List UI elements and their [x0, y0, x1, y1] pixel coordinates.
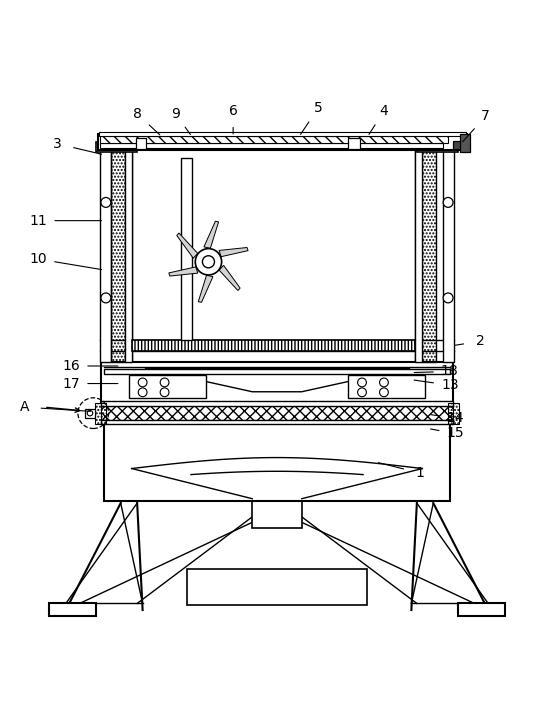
Polygon shape — [219, 265, 240, 291]
Bar — [111, 149, 125, 362]
Bar — [100, 149, 111, 362]
Bar — [348, 376, 425, 398]
Bar — [417, 142, 458, 152]
Text: 17: 17 — [63, 376, 80, 391]
Circle shape — [138, 388, 147, 397]
Text: A: A — [20, 400, 29, 414]
Bar — [136, 138, 146, 149]
Polygon shape — [177, 233, 198, 258]
Text: 7: 7 — [481, 110, 490, 123]
Bar — [101, 406, 453, 420]
Text: 9: 9 — [171, 107, 180, 120]
Text: 6: 6 — [229, 104, 238, 118]
Circle shape — [443, 198, 453, 208]
Text: 18: 18 — [441, 365, 459, 379]
Bar — [132, 340, 415, 351]
Text: 11: 11 — [29, 213, 47, 228]
Bar — [460, 134, 469, 151]
Text: 5: 5 — [314, 101, 322, 115]
Circle shape — [358, 378, 366, 387]
Circle shape — [195, 249, 222, 275]
Bar — [181, 158, 192, 340]
Circle shape — [202, 256, 214, 267]
Bar — [101, 420, 453, 423]
Text: 10: 10 — [29, 252, 47, 266]
Bar — [432, 421, 450, 501]
Circle shape — [358, 388, 366, 397]
Bar — [101, 362, 118, 403]
Circle shape — [443, 293, 453, 303]
Text: 4: 4 — [379, 104, 388, 118]
Polygon shape — [169, 267, 198, 276]
Bar — [96, 142, 137, 152]
Text: 3: 3 — [53, 137, 62, 151]
Bar — [104, 421, 450, 501]
Bar — [458, 603, 505, 616]
Text: 16: 16 — [63, 359, 80, 373]
Text: 2: 2 — [475, 335, 484, 348]
Bar — [104, 487, 450, 501]
Bar — [100, 143, 443, 148]
Bar — [448, 403, 459, 423]
Bar — [453, 141, 465, 149]
Bar — [129, 376, 206, 398]
Bar — [422, 149, 436, 362]
Bar — [100, 136, 448, 143]
Circle shape — [379, 378, 388, 387]
Bar — [101, 401, 453, 406]
Bar — [252, 501, 302, 528]
Bar — [348, 138, 360, 149]
Circle shape — [87, 410, 93, 416]
Bar — [99, 133, 466, 136]
Circle shape — [379, 388, 388, 397]
Bar — [49, 603, 96, 616]
Text: 13: 13 — [441, 379, 459, 392]
Text: 8: 8 — [133, 107, 142, 120]
Circle shape — [138, 378, 147, 387]
Bar — [187, 569, 367, 604]
Polygon shape — [219, 247, 248, 257]
Text: 1: 1 — [415, 466, 424, 480]
Text: 14: 14 — [447, 411, 464, 425]
Circle shape — [101, 198, 111, 208]
Bar — [95, 403, 106, 423]
Circle shape — [160, 378, 169, 387]
Bar — [415, 149, 422, 362]
Bar — [85, 409, 95, 417]
Bar — [125, 149, 132, 362]
Polygon shape — [204, 221, 219, 248]
Circle shape — [101, 293, 111, 303]
Polygon shape — [198, 275, 213, 302]
Bar — [104, 369, 450, 373]
Bar — [436, 362, 453, 403]
Circle shape — [160, 388, 169, 397]
Bar — [443, 149, 454, 362]
Text: 15: 15 — [447, 426, 464, 441]
Bar — [101, 362, 453, 403]
Bar — [98, 134, 468, 151]
Bar — [104, 421, 122, 501]
